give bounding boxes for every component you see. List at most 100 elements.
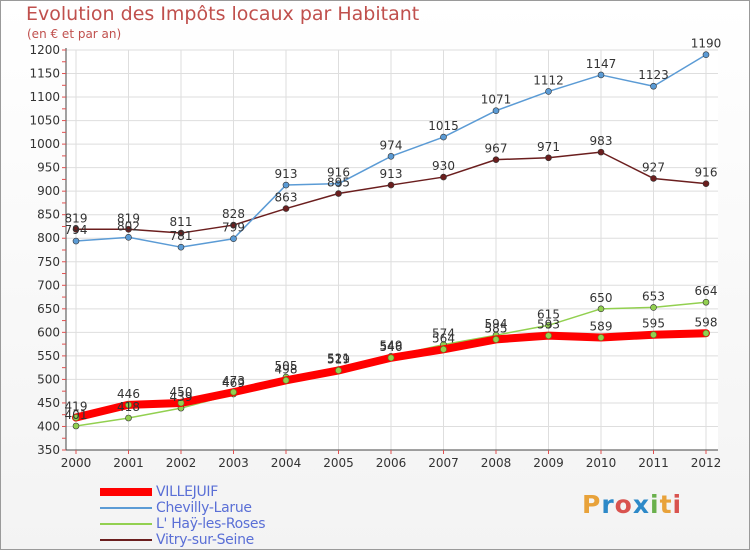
x-tick-label: 2006 [376,456,407,470]
legend-swatch [100,507,152,509]
data-label: 653 [642,289,665,303]
data-label: 913 [275,167,298,181]
data-label: 598 [695,315,718,329]
data-label: 794 [65,223,88,237]
x-tick-label: 2001 [113,456,144,470]
data-label: 650 [590,291,613,305]
y-tick-label: 950 [37,161,60,175]
data-point [492,107,500,115]
data-label: 574 [432,327,455,341]
data-label: 1147 [586,57,617,71]
data-label: 473 [222,374,245,388]
data-point [702,51,710,59]
legend-label: Chevilly-Larue [156,500,252,516]
data-point [650,331,657,339]
x-tick-label: 2009 [533,456,564,470]
data-point [335,180,342,187]
data-label: 927 [642,160,665,174]
data-point [492,336,500,343]
y-tick-label: 1200 [29,43,60,57]
data-label: 546 [380,340,403,354]
data-point [440,133,447,141]
data-label: 593 [537,318,560,332]
legend-label: L' Haÿ-les-Roses [156,516,266,532]
y-tick-label: 700 [37,278,60,292]
data-label: 585 [485,321,508,335]
data-label: 519 [327,352,350,366]
y-tick-label: 400 [37,419,60,433]
data-label: 439 [170,390,193,404]
x-tick-label: 2007 [428,456,459,470]
data-label: 521 [327,352,350,366]
data-label: 819 [117,211,140,225]
y-tick-label: 750 [37,255,60,269]
data-point [440,345,447,353]
x-tick-label: 2012 [691,456,722,470]
legend-swatch [100,539,152,541]
data-label: 664 [695,284,718,298]
data-point [597,71,605,79]
data-point [702,180,710,187]
x-tick-label: 2011 [638,456,669,470]
data-point [545,321,552,329]
data-point [492,156,500,163]
data-label: 594 [485,317,508,331]
data-point [545,154,552,162]
legend-item: Chevilly-Larue [100,500,265,516]
chart-title: Evolution des Impôts locaux par Habitant [26,3,420,25]
data-point [230,235,237,243]
data-point [125,414,132,422]
data-label: 1190 [691,37,722,51]
y-tick-label: 1150 [29,67,60,81]
chart-legend: VILLEJUIF Chevilly-Larue L' Haÿ-les-Roses V… [100,484,266,548]
legend-item: L' Haÿ-les-Roses [100,516,266,532]
legend-item: VILLEJUIF [100,484,265,500]
data-label: 418 [117,400,140,414]
data-label: 983 [590,134,613,148]
data-label: 498 [275,362,298,376]
data-label: 930 [432,159,455,173]
data-label: 595 [642,317,665,331]
data-point [230,388,237,396]
data-point [387,354,395,362]
data-point [282,377,290,384]
data-point [177,399,185,407]
x-tick-label: 2005 [323,456,354,470]
data-point [72,237,80,245]
data-label: 1112 [533,73,564,87]
data-label: 863 [275,191,298,205]
chart-subtitle: (en € et par an) [27,27,122,41]
legend-label: Vitry-sur-Seine [156,532,254,548]
data-label: 819 [65,211,88,225]
data-label: 615 [537,307,560,321]
data-label: 1123 [638,68,669,82]
data-point [597,305,605,313]
legend-label: VILLEJUIF [156,484,219,500]
data-point [177,229,185,237]
y-tick-label: 900 [37,184,60,198]
data-point [597,334,605,341]
data-label: 446 [117,387,140,401]
x-tick-label: 2000 [61,456,92,470]
data-label: 1071 [481,93,512,107]
data-point [335,190,342,197]
data-label: 913 [380,167,403,181]
legend-item: Vitry-sur-Seine [100,532,265,548]
proxiti-logo: Proxiti [582,490,683,519]
data-point [650,175,657,182]
y-tick-label: 800 [37,231,60,245]
x-tick-label: 2004 [271,456,302,470]
x-tick-label: 2008 [481,456,512,470]
data-point [387,181,395,189]
data-point [335,367,342,374]
data-point [177,243,185,251]
data-point [72,414,80,421]
data-point [125,225,132,233]
legend-swatch [100,488,152,496]
data-label: 564 [432,331,455,345]
data-label: 967 [485,142,508,156]
data-label: 419 [65,400,88,414]
data-point [282,205,290,212]
y-tick-label: 550 [37,349,60,363]
